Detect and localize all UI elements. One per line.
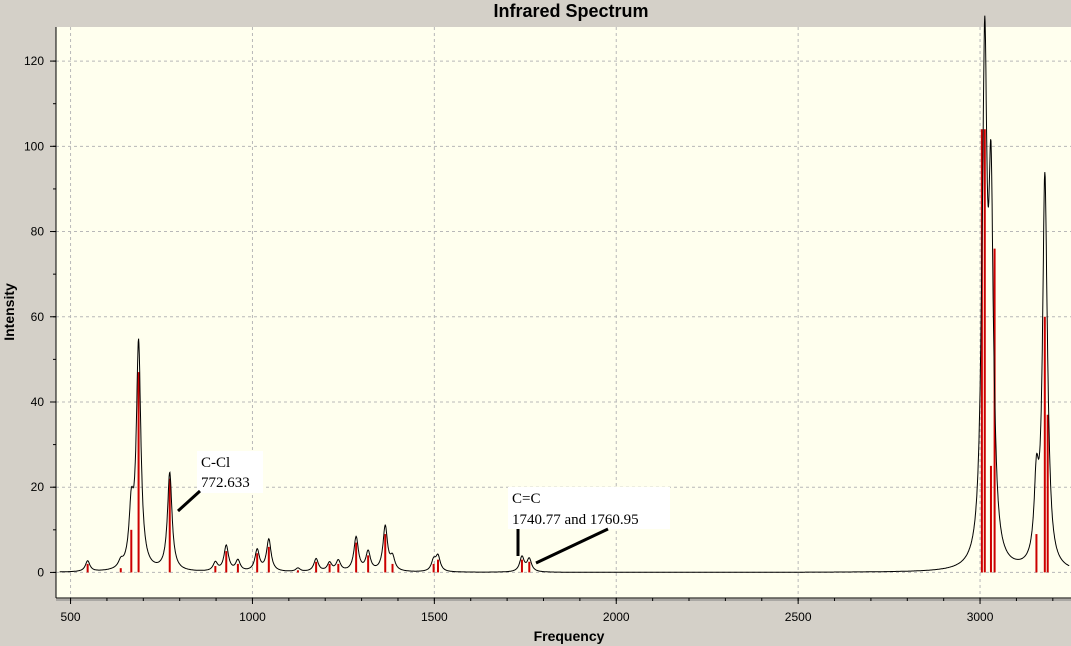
y-ticks: 0 20 40 60 80 100 120 — [24, 54, 56, 579]
x-tick-label: 3000 — [967, 610, 994, 624]
x-tick-label: 2000 — [603, 610, 630, 624]
x-axis-label: Frequency — [534, 628, 605, 644]
x-tick-label: 1000 — [239, 610, 266, 624]
annotation-c-c-box — [508, 487, 670, 529]
annotation-c-c-label: C=C — [512, 491, 540, 507]
y-tick-label: 60 — [31, 310, 45, 324]
chart-title: Infrared Spectrum — [493, 1, 648, 21]
y-tick-label: 20 — [31, 480, 45, 494]
x-tick-label: 2500 — [785, 610, 812, 624]
annotation-c-c-value: 1740.77 and 1760.95 — [512, 512, 639, 528]
annotation-c-cl-box — [197, 451, 263, 493]
y-tick-label: 80 — [31, 225, 45, 239]
annotation-c-cl-value: 772.633 — [201, 475, 250, 491]
annotation-c-cl-label: C-Cl — [201, 455, 230, 471]
x-ticks: 500 1000 1500 2000 2500 3000 — [61, 598, 1054, 624]
y-axis-label: Intensity — [1, 283, 17, 341]
annotation-c-cl-pointer — [176, 489, 202, 513]
spectrum-curve — [59, 15, 1070, 573]
annotation-c-c-pointer-2 — [535, 527, 609, 565]
y-tick-label: 120 — [24, 54, 44, 68]
x-tick-label: 500 — [61, 610, 81, 624]
stick-bars — [86, 129, 1049, 573]
annotation-c-c: C=C 1740.77 and 1760.95 — [508, 487, 670, 565]
y-tick-label: 40 — [31, 395, 45, 409]
y-tick-label: 100 — [24, 139, 44, 153]
x-tick-label: 1500 — [421, 610, 448, 624]
annotation-c-cl: C-Cl 772.633 — [176, 451, 263, 513]
axes — [55, 27, 1071, 601]
y-tick-label: 0 — [37, 565, 44, 579]
